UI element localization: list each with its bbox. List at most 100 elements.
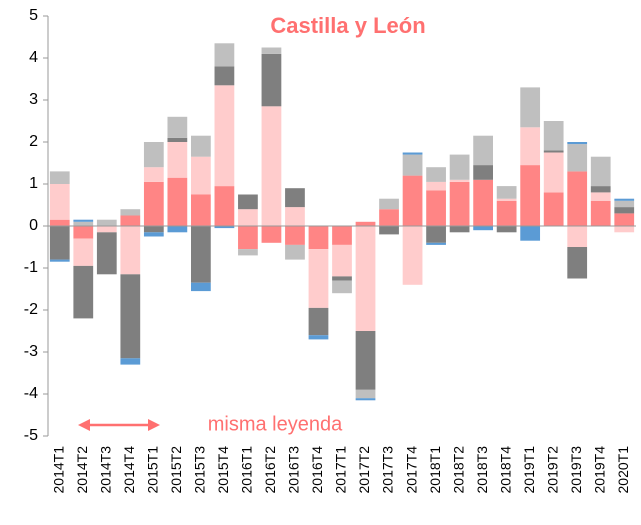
bar-segment	[143, 226, 164, 233]
x-tick-label: 2015T2	[168, 446, 184, 494]
x-tick-label: 2016T2	[262, 446, 278, 494]
x-tick-label: 2015T4	[215, 446, 231, 494]
bar-segment	[167, 226, 188, 233]
y-tick-label: -4	[24, 385, 38, 402]
bar-segment	[473, 226, 493, 231]
x-tick-label: 2017T4	[403, 446, 419, 494]
bar-segment	[285, 226, 305, 245]
bar-segment	[590, 192, 611, 201]
bar-segment	[567, 144, 588, 172]
bar-segment	[120, 209, 141, 216]
bar-segment	[567, 171, 588, 226]
bar-segment	[567, 247, 588, 279]
x-tick-label: 2019T1	[521, 446, 537, 494]
bar-segment	[402, 152, 423, 155]
bar-segment	[167, 137, 188, 142]
bar-segment	[49, 171, 70, 184]
bar-segment	[332, 280, 352, 294]
x-tick-label: 2018T1	[427, 446, 443, 494]
bar-segment	[261, 47, 282, 54]
bar-segment	[143, 167, 164, 182]
bar-segment	[496, 200, 517, 226]
bar-segment	[96, 219, 117, 226]
bar-segment	[49, 184, 70, 220]
bar-segment	[49, 226, 70, 260]
y-tick-label: 5	[29, 7, 38, 24]
bar-segment	[355, 389, 376, 399]
bar-segment	[614, 213, 635, 226]
bar-segment	[590, 200, 611, 226]
x-tick-label: 2018T4	[497, 446, 513, 494]
bar-segment	[49, 219, 70, 226]
bar-segment	[308, 307, 329, 336]
bar-segment	[496, 226, 517, 233]
bar-segment	[49, 259, 70, 262]
bar-segment	[238, 249, 258, 256]
bar-segment	[73, 219, 94, 222]
bar-segment	[261, 226, 282, 243]
x-tick-label: 2019T2	[544, 446, 560, 494]
annotation: misma leyenda	[208, 413, 343, 435]
x-tick-label: 2019T4	[591, 446, 607, 494]
bar-segment	[214, 85, 235, 187]
bar-segment	[567, 226, 588, 247]
bar-segment	[449, 154, 470, 180]
bar-segment	[285, 207, 305, 226]
bar-segment	[191, 282, 211, 292]
bar-segment	[520, 226, 541, 241]
bar-segment	[285, 244, 305, 260]
bar-segment	[308, 335, 329, 340]
bar-segment	[355, 398, 376, 401]
bar-segment	[355, 331, 376, 390]
bar-segment	[426, 167, 446, 182]
bar-segment	[520, 165, 541, 226]
y-tick-label: -3	[24, 343, 38, 360]
x-tick-label: 2020T1	[615, 446, 631, 494]
bar-segment	[120, 215, 141, 226]
bar-segment	[332, 244, 352, 277]
bar-segment	[520, 127, 541, 166]
y-tick-label: 4	[29, 49, 38, 66]
bar-segment	[520, 87, 541, 128]
x-tick-label: 2016T3	[286, 446, 302, 494]
bar-segment	[167, 142, 188, 178]
bar-segment	[614, 200, 635, 208]
bar-segment	[496, 186, 517, 199]
x-tick-label: 2014T3	[98, 446, 114, 494]
bar-segment	[614, 207, 635, 214]
bar-segment	[308, 249, 329, 308]
bar-segment	[543, 150, 564, 153]
bar-segment	[308, 226, 329, 250]
bar-segment	[214, 43, 235, 67]
x-tick-label: 2017T3	[380, 446, 396, 494]
bar-segment	[120, 358, 141, 365]
arrow	[78, 419, 160, 431]
bar-segment	[120, 274, 141, 359]
bar-segment	[426, 226, 446, 243]
x-tick-label: 2016T4	[309, 446, 325, 494]
bar-segment	[543, 152, 564, 193]
bar-segment	[143, 181, 164, 226]
bar-segment	[402, 154, 423, 176]
bar-segment	[590, 186, 611, 193]
bar-segment	[167, 177, 188, 226]
bar-segment	[96, 232, 117, 275]
bar-segment	[73, 265, 94, 319]
bar-segment	[238, 226, 258, 250]
x-tick-label: 2018T2	[450, 446, 466, 494]
bar-segment	[449, 226, 470, 233]
bar-segment	[214, 186, 235, 226]
bar-segment	[261, 106, 282, 226]
x-tick-label: 2014T2	[74, 446, 90, 494]
bar-segment	[473, 135, 493, 166]
y-tick-label: -1	[24, 259, 38, 276]
chart-title: Castilla y León	[270, 13, 425, 38]
bar-segment	[238, 194, 258, 210]
bar-segment	[191, 135, 211, 157]
x-tick-label: 2018T3	[474, 446, 490, 494]
x-tick-label: 2017T1	[333, 446, 349, 494]
x-tick-label: 2016T1	[239, 446, 255, 494]
y-tick-label: 2	[29, 133, 38, 150]
bar-segment	[426, 190, 446, 226]
